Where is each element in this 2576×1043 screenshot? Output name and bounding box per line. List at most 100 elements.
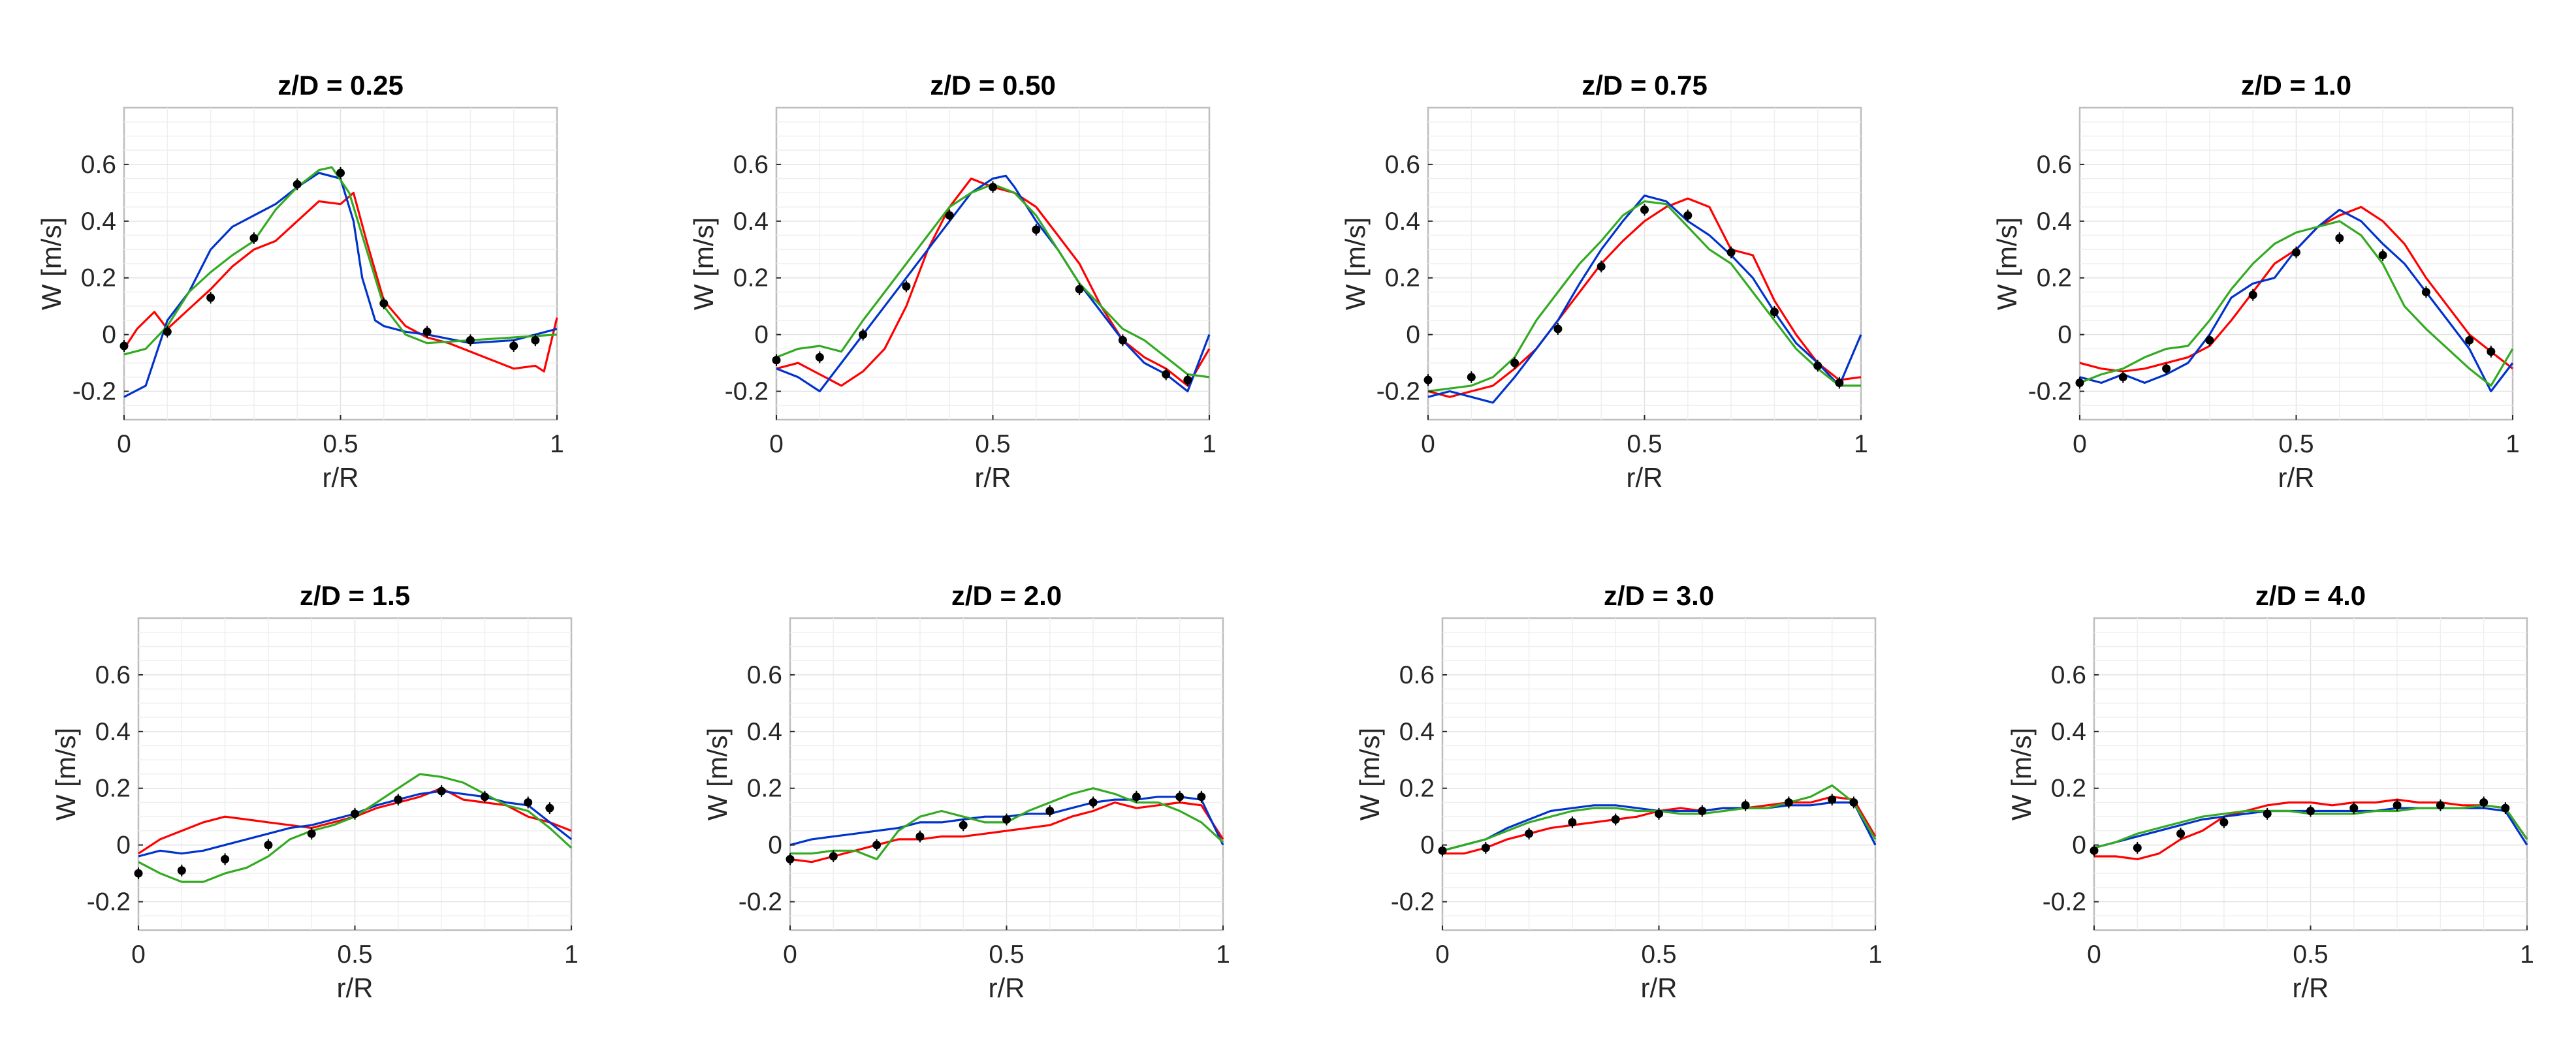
y-tick-label: 0.6 bbox=[2051, 661, 2086, 689]
y-tick-label: 0 bbox=[768, 832, 782, 860]
y-axis-label: W [m/s] bbox=[1340, 217, 1371, 310]
data-marker bbox=[1784, 798, 1793, 807]
data-marker bbox=[394, 795, 403, 804]
y-tick-label: 0.2 bbox=[733, 264, 769, 292]
chart-title: z/D = 1.5 bbox=[300, 580, 410, 611]
data-marker bbox=[1770, 307, 1779, 317]
chart-panel: 0 0.5 1-0.200.20.40.6z/D = 0.50r/RW [m/s] bbox=[688, 70, 1216, 493]
data-marker bbox=[902, 282, 911, 291]
data-marker bbox=[2162, 364, 2171, 373]
data-marker bbox=[2133, 843, 2142, 852]
data-marker bbox=[2421, 287, 2430, 296]
chart-panel: 0 0.5 1-0.200.20.40.6z/D = 1.5r/RW [m/s] bbox=[50, 580, 579, 1003]
data-marker bbox=[2501, 803, 2510, 813]
data-marker bbox=[1002, 815, 1011, 824]
data-marker bbox=[1089, 798, 1098, 807]
x-tick-label: 0 bbox=[131, 941, 146, 969]
x-tick-label: 1 bbox=[2520, 941, 2534, 969]
data-marker bbox=[1611, 815, 1620, 824]
chart-panel: 0 0.5 1-0.200.20.40.6z/D = 0.25r/RW [m/s] bbox=[36, 70, 564, 493]
data-marker bbox=[1568, 818, 1577, 827]
chart-panel: 0 0.5 1-0.200.20.40.6z/D = 3.0r/RW [m/s] bbox=[1354, 580, 1883, 1003]
data-marker bbox=[119, 341, 129, 350]
data-marker bbox=[1032, 225, 1041, 234]
data-marker bbox=[177, 866, 186, 875]
marker-group bbox=[786, 790, 1206, 865]
y-tick-label: 0.2 bbox=[1399, 775, 1435, 803]
data-marker bbox=[163, 327, 172, 336]
x-axis-label: r/R bbox=[323, 462, 359, 493]
grid bbox=[2094, 618, 2527, 930]
x-axis-label: r/R bbox=[337, 973, 374, 1003]
y-tick-label: 0.4 bbox=[747, 718, 782, 746]
series-line-blue bbox=[123, 172, 558, 398]
y-tick-label: -0.2 bbox=[72, 378, 116, 406]
data-marker bbox=[2292, 248, 2300, 257]
data-marker bbox=[1828, 795, 1837, 804]
grid bbox=[790, 618, 1223, 930]
y-tick-label: 0.6 bbox=[1399, 661, 1435, 689]
data-marker bbox=[2306, 806, 2315, 815]
x-axis-label: r/R bbox=[989, 973, 1025, 1003]
y-tick-label: 0.4 bbox=[1399, 718, 1435, 746]
series-line-blue bbox=[1427, 195, 1862, 404]
data-marker bbox=[1655, 809, 1663, 818]
data-marker bbox=[2248, 290, 2257, 300]
y-tick-label: -0.2 bbox=[87, 888, 131, 916]
data-marker bbox=[1481, 843, 1490, 852]
chart-title: z/D = 2.0 bbox=[951, 580, 1062, 611]
y-tick-label: 0.4 bbox=[95, 718, 131, 746]
x-tick-label: 0.5 bbox=[323, 430, 358, 458]
chart-title: z/D = 3.0 bbox=[1604, 580, 1714, 611]
x-tick-label: 0 bbox=[1421, 430, 1435, 458]
y-axis-label: W [m/s] bbox=[50, 728, 81, 820]
data-marker bbox=[1525, 829, 1534, 838]
y-tick-label: -0.2 bbox=[1391, 888, 1435, 916]
y-tick-label: 0.4 bbox=[1385, 208, 1420, 236]
data-marker bbox=[1640, 205, 1649, 214]
y-tick-label: 0.6 bbox=[2037, 151, 2072, 179]
series-line-red bbox=[789, 801, 1224, 864]
y-tick-label: -0.2 bbox=[1376, 378, 1420, 406]
data-marker bbox=[872, 841, 882, 850]
data-marker bbox=[959, 820, 968, 830]
y-tick-label: 0.6 bbox=[747, 661, 782, 689]
data-marker bbox=[829, 852, 838, 861]
data-marker bbox=[1683, 211, 1693, 220]
data-marker bbox=[2075, 379, 2084, 388]
data-marker bbox=[2487, 347, 2496, 356]
marker-group bbox=[1438, 794, 1858, 857]
data-marker bbox=[422, 327, 432, 336]
x-tick-label: 0.5 bbox=[2278, 430, 2314, 458]
series-line-green bbox=[1427, 200, 1861, 393]
data-marker bbox=[2479, 798, 2489, 807]
chart-panel: 0 0.5 1-0.200.20.40.6z/D = 2.0r/RW [m/s] bbox=[702, 580, 1230, 1003]
data-marker bbox=[1597, 262, 1606, 271]
data-marker bbox=[206, 293, 215, 302]
x-tick-label: 0 bbox=[2073, 430, 2087, 458]
y-tick-label: 0 bbox=[754, 321, 769, 349]
data-marker bbox=[437, 786, 446, 796]
x-tick-label: 1 bbox=[1216, 941, 1230, 969]
marker-group bbox=[119, 166, 540, 352]
data-marker bbox=[2176, 829, 2186, 838]
data-marker bbox=[1197, 792, 1206, 802]
series-line-blue bbox=[776, 174, 1211, 393]
x-tick-label: 0.5 bbox=[975, 430, 1010, 458]
data-marker bbox=[249, 234, 259, 243]
data-marker bbox=[1726, 248, 1736, 257]
y-tick-label: 0 bbox=[102, 321, 116, 349]
data-marker bbox=[1835, 379, 1844, 388]
data-marker bbox=[859, 330, 868, 339]
x-axis-label: r/R bbox=[975, 462, 1011, 493]
x-axis-label: r/R bbox=[2278, 462, 2315, 493]
grid bbox=[1442, 618, 1875, 930]
data-marker bbox=[1183, 375, 1192, 384]
data-marker bbox=[2219, 818, 2229, 827]
data-marker bbox=[1553, 324, 1563, 334]
chart-title: z/D = 0.50 bbox=[930, 70, 1056, 101]
x-tick-label: 1 bbox=[2505, 430, 2520, 458]
x-tick-label: 0 bbox=[117, 430, 131, 458]
x-tick-label: 0.5 bbox=[1641, 941, 1676, 969]
data-marker bbox=[1849, 798, 1858, 807]
